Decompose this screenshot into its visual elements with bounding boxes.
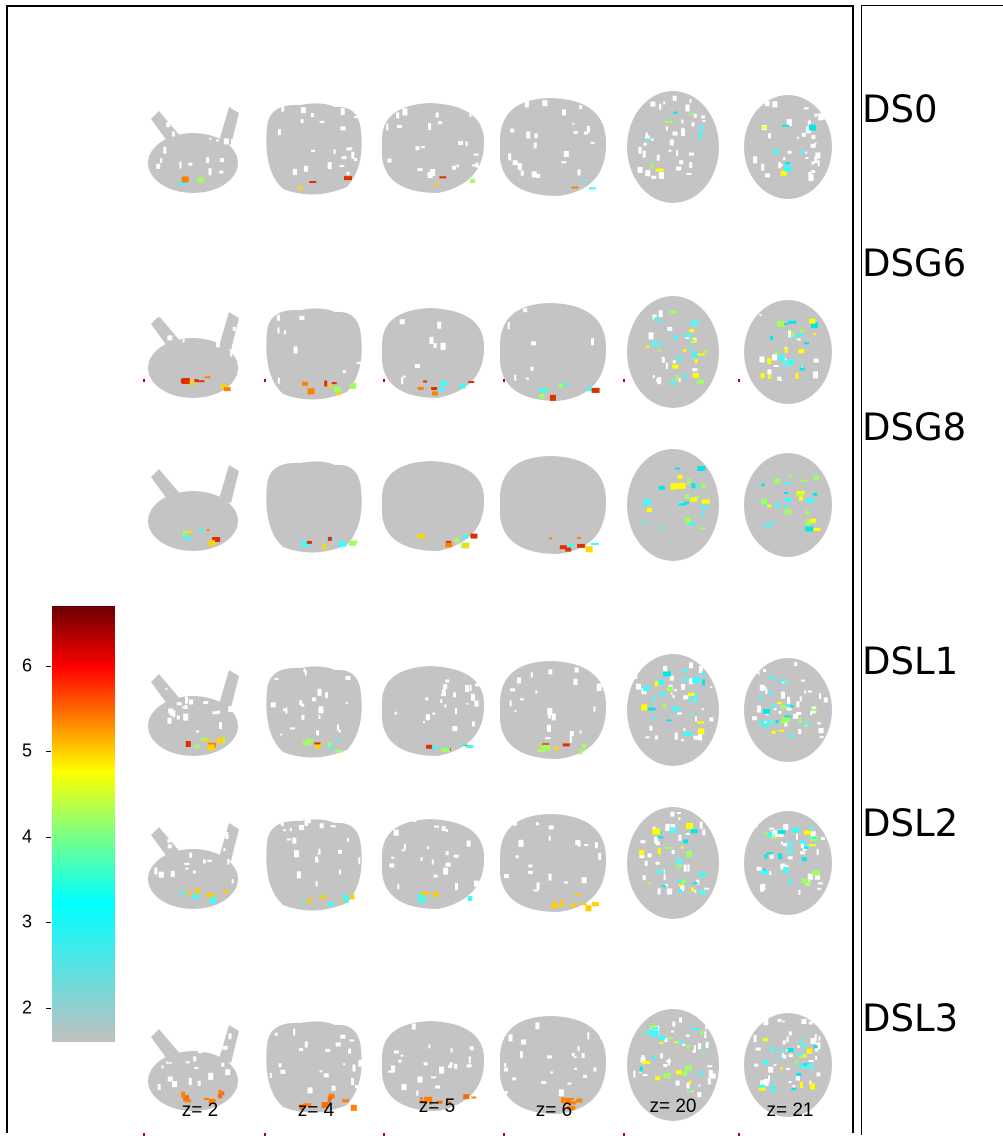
brain-slice-ds0-col6 <box>744 93 832 201</box>
brain-slice-dsl2-col1 <box>145 817 241 909</box>
row-label-ds0: DS0 <box>862 88 938 131</box>
brain-slice-dsg6-col2 <box>261 302 367 402</box>
brain-slice-dsl1-col6 <box>744 656 832 764</box>
brain-slice-dsl3-col4 <box>496 1012 610 1118</box>
colorbar <box>52 606 115 1042</box>
brain-slice-dsl3-col1 <box>145 1019 241 1111</box>
brain-slice-dsg6-col1 <box>145 306 241 398</box>
axis-tick-mark <box>383 379 385 382</box>
brain-slice-dsl3-col5 <box>625 1007 721 1123</box>
colorbar-tick <box>46 665 51 667</box>
brain-slice-ds0-col5 <box>625 89 721 205</box>
brain-slice-dsl1-col2 <box>261 660 367 760</box>
slice-z-label: z= 6 <box>535 1100 573 1121</box>
axis-tick-mark <box>738 379 740 382</box>
brain-slice-dsl2-col2 <box>261 813 367 913</box>
colorbar-tick <box>46 1007 51 1009</box>
row-label-dsg8: DSG8 <box>862 406 967 449</box>
brain-slice-dsg8-col6 <box>744 451 832 559</box>
brain-slice-dsl1-col3 <box>378 660 488 760</box>
row-label-dsl1: DSL1 <box>862 640 959 683</box>
brain-slice-dsg8-col4 <box>496 452 610 558</box>
brain-slice-dsl1-col4 <box>496 657 610 763</box>
brain-slice-dsg6-col5 <box>625 294 721 410</box>
brain-slice-dsl2-col4 <box>496 810 610 916</box>
brain-slice-dsl1-col1 <box>145 664 241 756</box>
brain-slice-dsg6-col4 <box>496 299 610 405</box>
colorbar-tick-label: 2 <box>22 997 33 1018</box>
slice-z-label: z= 5 <box>418 1096 456 1117</box>
brain-slice-ds0-col4 <box>496 94 610 200</box>
brain-slice-dsg8-col5 <box>625 447 721 563</box>
colorbar-tick-label: 3 <box>22 911 33 932</box>
brain-slice-dsg6-col6 <box>744 298 832 406</box>
colorbar-tick-label: 6 <box>22 655 33 676</box>
brain-slice-dsg6-col3 <box>378 302 488 402</box>
axis-tick-mark <box>264 379 266 382</box>
brain-slice-dsl2-col3 <box>378 813 488 913</box>
colorbar-tick-label: 4 <box>22 826 33 847</box>
colorbar-tick <box>46 836 51 838</box>
row-label-dsl3: DSL3 <box>862 997 959 1040</box>
slice-grid-panel <box>6 5 854 1133</box>
brain-slice-dsl2-col5 <box>625 805 721 921</box>
brain-slice-dsl1-col5 <box>625 652 721 768</box>
row-label-dsg6: DSG6 <box>862 242 967 285</box>
colorbar-tick-label: 5 <box>22 740 33 761</box>
slice-z-label: z= 21 <box>766 1100 814 1121</box>
axis-tick-mark <box>623 379 625 382</box>
colorbar-tick <box>46 751 51 753</box>
brain-slice-dsl3-col2 <box>261 1015 367 1115</box>
brain-slice-dsg8-col3 <box>378 455 488 555</box>
brain-slice-dsg8-col2 <box>261 455 367 555</box>
colorbar-tick <box>46 922 51 924</box>
brain-slice-ds0-col3 <box>378 97 488 197</box>
slice-z-label: z= 2 <box>181 1100 219 1121</box>
axis-tick-mark <box>503 379 505 382</box>
slice-z-label: z= 4 <box>297 1100 335 1121</box>
brain-slice-ds0-col2 <box>261 97 367 197</box>
brain-slice-dsl3-col6 <box>744 1011 832 1119</box>
brain-slice-dsg8-col1 <box>145 459 241 551</box>
row-label-dsl2: DSL2 <box>862 802 959 845</box>
brain-slice-ds0-col1 <box>145 101 241 193</box>
brain-slice-dsl2-col6 <box>744 809 832 917</box>
colorbar-gradient <box>52 606 115 1042</box>
brain-slice-dsl3-col3 <box>378 1015 488 1115</box>
slice-z-label: z= 20 <box>649 1096 697 1117</box>
row-label-panel <box>861 5 1003 1135</box>
axis-tick-mark <box>143 379 145 382</box>
